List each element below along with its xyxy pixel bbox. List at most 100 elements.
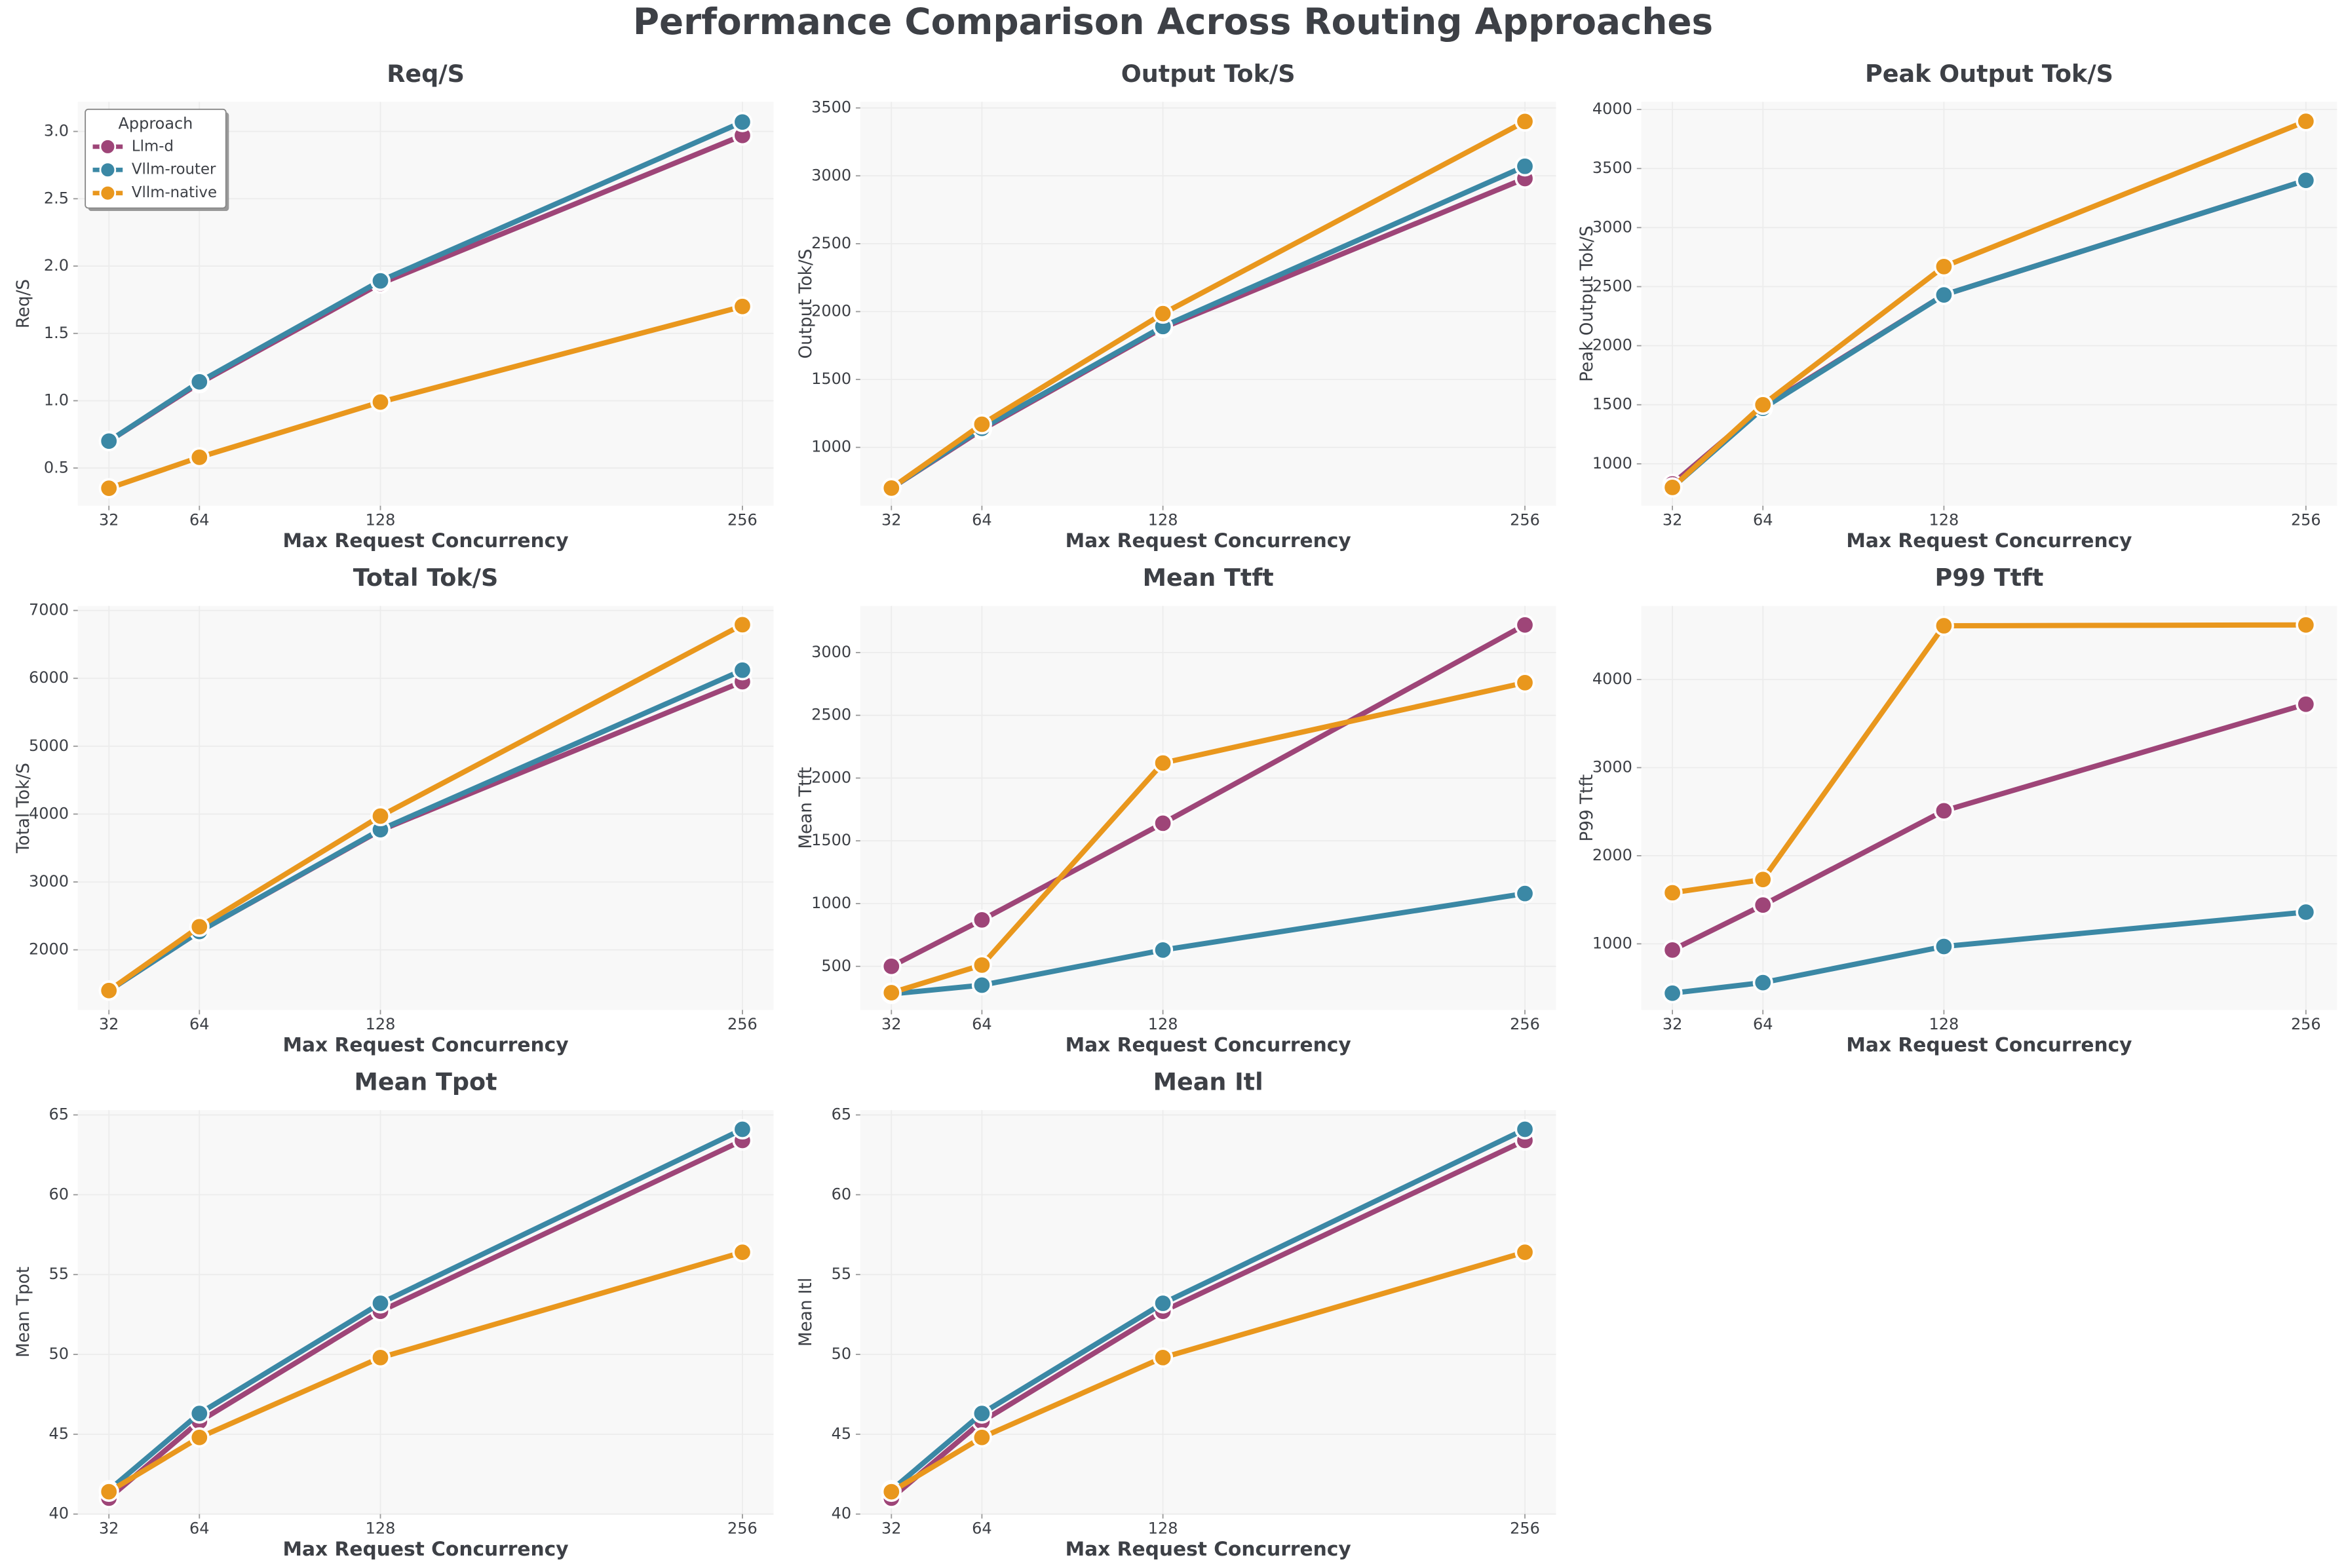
y-tick-label: 65	[49, 1105, 69, 1124]
y-tick-label: 3000	[811, 643, 851, 661]
legend-marker	[99, 138, 117, 155]
x-axis-label: Max Request Concurrency	[1066, 1033, 1351, 1056]
data-point	[732, 296, 753, 317]
legend-label: Vllm-router	[132, 161, 216, 178]
y-tick-label: 60	[49, 1185, 69, 1203]
legend-label: Vllm-native	[132, 184, 217, 201]
data-point	[1933, 800, 1954, 821]
y-tick-label: 45	[832, 1425, 852, 1443]
data-point	[1662, 983, 1683, 1004]
x-tick-label: 256	[727, 1015, 758, 1033]
series-line	[1671, 701, 2307, 953]
x-tick-label: 64	[1753, 1015, 1773, 1033]
data-point	[370, 1293, 391, 1314]
x-tick-label: 128	[1148, 1015, 1178, 1033]
y-tick-label: 2000	[1592, 336, 1632, 354]
subplot-title: Total Tok/S	[353, 564, 499, 592]
y-tick-label: 40	[49, 1504, 69, 1523]
data-point	[2296, 902, 2317, 923]
subplot: P99 Ttft Max Request Concurrency P99 Ttft 1…	[1577, 564, 2337, 1056]
subplot-title: Mean Tpot	[355, 1068, 497, 1096]
x-tick-label: 128	[366, 1520, 396, 1538]
y-tick-label: 2.0	[44, 256, 69, 275]
subplot: Mean Itl Max Request Concurrency Mean Itl 4…	[796, 1068, 1556, 1560]
plot-area	[1641, 605, 2337, 1010]
data-point	[971, 413, 992, 435]
data-point	[1153, 813, 1174, 833]
data-point	[1153, 303, 1174, 324]
data-point	[1933, 936, 1954, 957]
series-line	[1670, 119, 2307, 489]
x-tick-label: 32	[1663, 511, 1683, 529]
data-point	[971, 909, 992, 930]
data-point	[881, 478, 902, 499]
data-point	[370, 271, 391, 292]
data-point	[732, 614, 753, 635]
y-tick-label: 1500	[811, 370, 851, 388]
y-axis-label: P99 Ttft	[1577, 774, 1597, 842]
data-point	[1933, 284, 1954, 305]
x-tick-label: 32	[99, 511, 119, 529]
data-point	[189, 916, 210, 937]
x-tick-label: 256	[727, 511, 758, 529]
y-tick-label: 3500	[1592, 159, 1632, 177]
x-axis-label: Max Request Concurrency	[283, 1537, 569, 1560]
data-point	[1662, 882, 1683, 903]
data-point	[732, 660, 753, 681]
x-tick-label: 256	[1510, 1520, 1540, 1538]
data-point	[370, 805, 391, 827]
data-point	[1514, 156, 1535, 177]
y-tick-label: 0.5	[44, 458, 69, 476]
subplot: Req/S Max Request Concurrency Req/S 0.5 1.0 1…	[14, 60, 774, 552]
y-tick-label: 3000	[1592, 758, 1632, 776]
x-tick-label: 256	[727, 1520, 758, 1538]
data-point	[98, 478, 119, 499]
x-tick-label: 128	[1929, 511, 1959, 529]
data-point	[1514, 111, 1535, 132]
x-axis-label: Max Request Concurrency	[1846, 529, 2132, 552]
y-tick-label: 45	[49, 1425, 69, 1443]
y-tick-label: 2.5	[44, 189, 69, 207]
series-line	[891, 890, 1526, 997]
x-tick-label: 128	[366, 1015, 396, 1033]
data-point	[732, 1119, 753, 1139]
data-point	[732, 111, 753, 132]
data-point	[1153, 1293, 1174, 1314]
series-line	[107, 119, 744, 444]
x-axis-label: Max Request Concurrency	[283, 1033, 569, 1056]
y-tick-label: 1000	[811, 438, 851, 456]
x-tick-label: 32	[881, 1520, 901, 1538]
y-tick-label: 3000	[811, 166, 851, 184]
x-axis-label: Max Request Concurrency	[1846, 1033, 2132, 1056]
subplot-title: Mean Ttft	[1143, 564, 1274, 592]
data-point	[1514, 883, 1535, 904]
y-tick-label: 55	[49, 1265, 69, 1283]
x-tick-label: 128	[1148, 511, 1178, 529]
y-tick-label: 50	[832, 1345, 852, 1363]
series-line	[889, 119, 1526, 491]
data-point	[1662, 477, 1683, 498]
y-tick-label: 40	[832, 1504, 852, 1523]
y-tick-label: 1.0	[44, 391, 69, 410]
y-axis-label: Output Tok/S	[796, 249, 816, 359]
y-tick-label: 1000	[1592, 454, 1632, 472]
y-tick-label: 2000	[29, 940, 69, 959]
series-line	[889, 1138, 1526, 1501]
x-tick-label: 64	[189, 1015, 210, 1033]
y-tick-label: 4000	[29, 804, 69, 822]
y-tick-label: 1.5	[44, 324, 69, 342]
x-axis-label: Max Request Concurrency	[1066, 1537, 1351, 1560]
data-point	[881, 1482, 902, 1502]
data-point	[1514, 672, 1535, 693]
y-axis-label: Mean Itl	[796, 1278, 816, 1347]
data-point	[1153, 940, 1174, 961]
y-tick-label: 500	[821, 957, 851, 975]
y-axis-label: Total Tok/S	[14, 763, 33, 854]
series-line	[107, 303, 743, 491]
y-tick-label: 1000	[811, 894, 851, 912]
series-line	[1672, 909, 2307, 996]
series-line	[1672, 622, 2306, 896]
series-line	[890, 1250, 1526, 1494]
x-tick-label: 32	[99, 1015, 119, 1033]
data-point	[971, 1403, 992, 1424]
